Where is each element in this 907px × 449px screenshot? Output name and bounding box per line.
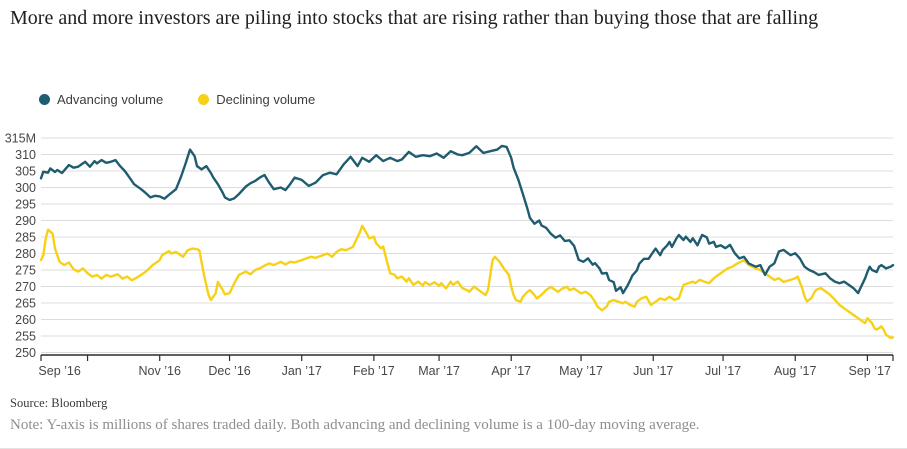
source-attribution: Source: Bloomberg — [10, 396, 108, 410]
legend-item-declining: Declining volume — [198, 92, 315, 107]
x-axis-tick-label: Sep ’17 — [849, 364, 891, 378]
x-axis-tick-label: May ’17 — [559, 364, 603, 378]
y-axis-tick-label: 270 — [15, 280, 36, 294]
declining-volume-line — [39, 224, 895, 340]
y-axis-tick-label: 280 — [15, 247, 36, 261]
legend: Advancing volume Declining volume — [39, 92, 315, 107]
y-axis-tick-label: 260 — [15, 313, 36, 327]
x-axis-tick-label: Apr ’17 — [491, 364, 531, 378]
x-axis-tick-label: Sep ’16 — [38, 364, 80, 378]
x-axis-tick-label: Jun ’17 — [633, 364, 673, 378]
chart-title: More and more investors are piling into … — [10, 7, 819, 29]
x-axis-tick-label: Jul ’17 — [705, 364, 741, 378]
declining-volume-dot-icon — [198, 94, 210, 105]
y-axis-tick-label: 290 — [15, 214, 36, 228]
advancing-volume-line — [39, 144, 895, 295]
y-axis-tick-label: 295 — [15, 197, 36, 211]
y-axis-tick-label: 275 — [15, 263, 36, 277]
y-axis-tick-label: 310 — [15, 148, 36, 162]
x-axis-tick-label: Aug ’17 — [774, 364, 816, 378]
x-axis-tick-label: Nov ’16 — [139, 364, 181, 378]
legend-label-declining: Declining volume — [216, 92, 316, 107]
advancing-volume-dot-icon — [39, 94, 50, 105]
y-axis-tick-label: 315M — [5, 131, 36, 145]
y-axis-tick-label: 265 — [15, 296, 36, 310]
legend-item-advancing: Advancing volume — [39, 92, 163, 107]
y-axis-tick-label: 285 — [15, 230, 36, 244]
x-axis-tick-label: Dec ’16 — [208, 364, 250, 378]
y-axis-tick-label: 250 — [15, 346, 36, 360]
legend-label-advancing: Advancing volume — [57, 92, 164, 107]
y-axis-tick-label: 300 — [15, 181, 36, 195]
x-axis-tick-label: Mar ’17 — [418, 364, 460, 378]
x-axis-tick-label: Jan ’17 — [282, 364, 322, 378]
y-axis-tick-label: 255 — [15, 329, 36, 343]
footnote: Note: Y-axis is millions of shares trade… — [10, 417, 700, 433]
x-axis-tick-label: Feb ’17 — [353, 364, 395, 378]
y-axis-tick-label: 305 — [15, 164, 36, 178]
